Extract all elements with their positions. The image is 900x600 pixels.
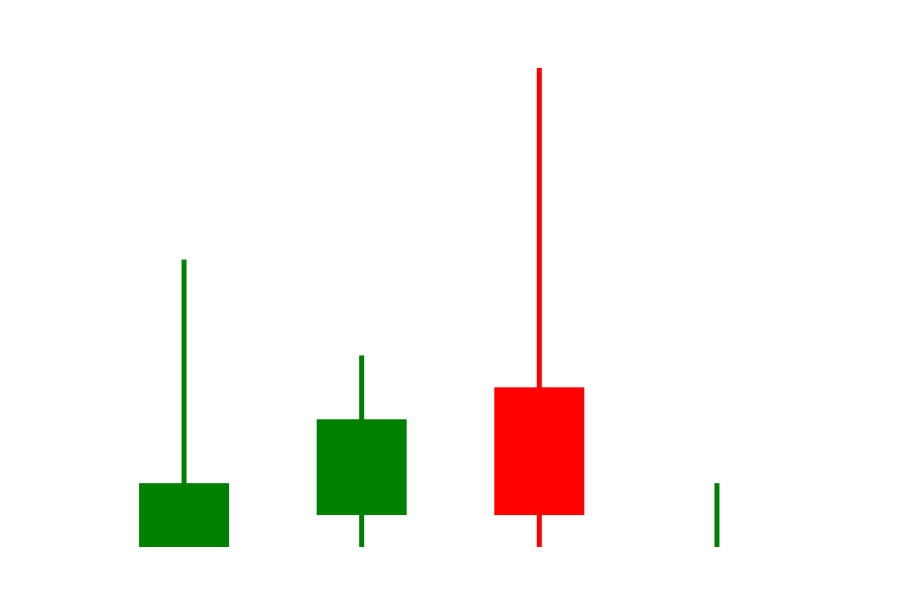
candle-3 [494,67,585,548]
candle-4 [714,483,720,548]
candle-wick [536,67,542,548]
candle-1 [139,259,230,548]
candle-body [139,483,230,548]
candles-layer [139,67,720,548]
candle-wick [714,483,720,548]
candle-2 [316,355,407,548]
candle-body [494,387,585,516]
candle-body [316,419,407,516]
candle-wick [181,259,187,548]
